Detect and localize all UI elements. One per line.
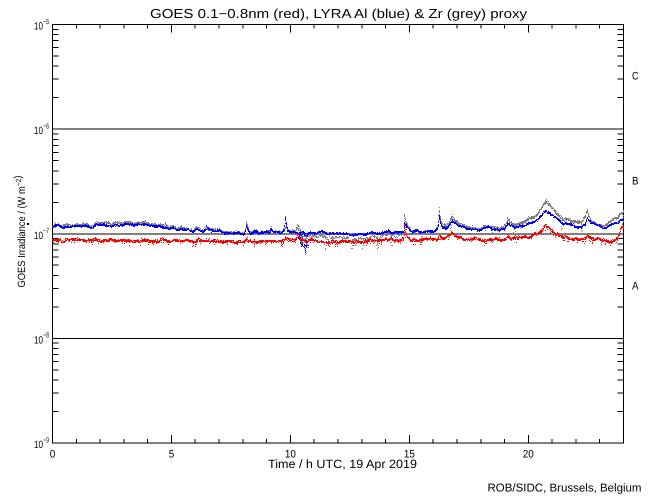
svg-text:B: B xyxy=(632,175,639,187)
svg-text:A: A xyxy=(632,280,639,292)
svg-text:10: 10 xyxy=(34,334,43,346)
svg-text:10: 10 xyxy=(34,439,43,451)
svg-text:−5: −5 xyxy=(43,17,49,26)
svg-text:0: 0 xyxy=(50,449,56,461)
svg-text:GOES 0.1−0.8nm (red), LYRA Al: GOES 0.1−0.8nm (red), LYRA Al (blue) & Z… xyxy=(150,6,528,21)
svg-text:10: 10 xyxy=(285,449,296,461)
svg-text:−6: −6 xyxy=(43,121,49,130)
svg-text:−8: −8 xyxy=(43,331,49,340)
svg-text:10: 10 xyxy=(34,230,43,242)
svg-text:10: 10 xyxy=(34,21,43,33)
svg-text:ROB/SIDC, Brussels, Belgium: ROB/SIDC, Brussels, Belgium xyxy=(488,483,642,495)
svg-text:GOES Irradiance / (W m−2): GOES Irradiance / (W m−2) xyxy=(12,176,28,288)
svg-text:−9: −9 xyxy=(43,435,49,444)
svg-text:10: 10 xyxy=(34,125,43,137)
svg-text:−7: −7 xyxy=(43,226,49,235)
svg-text:C: C xyxy=(632,71,639,83)
svg-text:20: 20 xyxy=(523,449,534,461)
svg-text:5: 5 xyxy=(169,449,175,461)
svg-text:15: 15 xyxy=(404,449,415,461)
svg-text:Time / h UTC, 19 Apr 2019: Time / h UTC, 19 Apr 2019 xyxy=(268,457,417,471)
